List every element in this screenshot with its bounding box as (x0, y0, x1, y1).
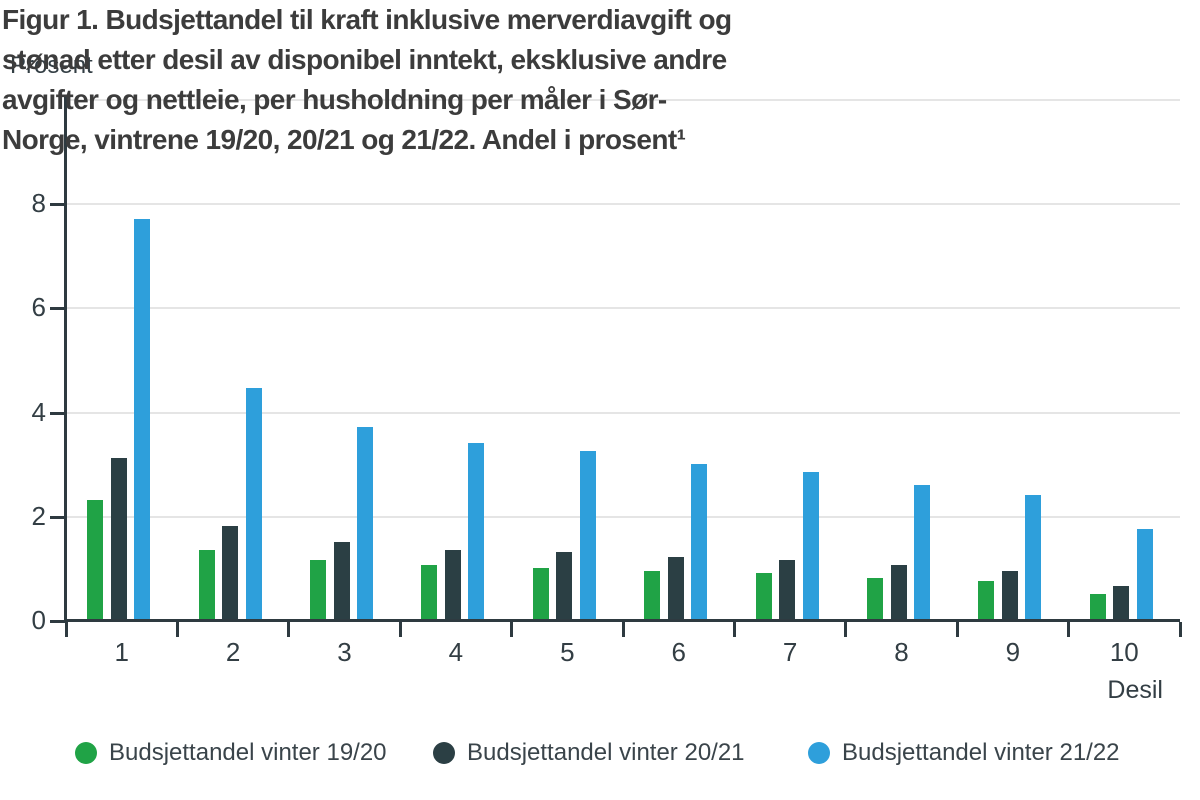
x-tick (510, 622, 514, 637)
x-tick (621, 622, 625, 637)
bar-desil10-series2 (1113, 586, 1130, 620)
bar-desil1-series1 (87, 500, 104, 620)
chart-title: Figur 1. Budsjettandel til kraft inklusi… (2, 0, 982, 160)
x-axis-title: Desil (1107, 676, 1163, 704)
x-tick (955, 622, 959, 637)
legend-dot (433, 742, 455, 764)
bar-desil5-series1 (532, 567, 549, 620)
bar-desil3-series3 (357, 427, 373, 620)
bar-desil7-series3 (802, 471, 819, 620)
y-tick (50, 515, 66, 519)
gridline (66, 307, 1180, 310)
x-tick (732, 622, 736, 637)
y-tick-label: 0 (31, 605, 46, 635)
bar-desil9-series1 (978, 580, 995, 620)
gridline (66, 411, 1180, 414)
bar-desil5-series3 (579, 450, 596, 620)
y-tick (50, 411, 66, 415)
chart-title-line: Norge, vintrene 19/20, 20/21 og 21/22. A… (2, 124, 686, 155)
x-axis-line (64, 619, 1180, 622)
x-tick-label: 6 (671, 637, 686, 667)
chart-title-line: avgifter og nettleie, per husholdning pe… (2, 84, 667, 115)
bar-desil7-series2 (779, 560, 796, 620)
bar-desil6-series2 (667, 557, 684, 620)
bar-desil1-series3 (134, 218, 151, 620)
bar-desil6-series3 (691, 463, 708, 620)
bar-desil1-series2 (110, 458, 127, 620)
chart-title-line: stønad etter desil av disponibel inntekt… (2, 44, 727, 75)
x-tick (1178, 622, 1182, 637)
y-axis-line (64, 95, 67, 622)
bar-desil4-series3 (468, 442, 485, 620)
x-tick-label: 4 (448, 637, 464, 667)
legend-item: Budsjettandel vinter 19/20 (75, 739, 387, 767)
x-tick (1067, 622, 1071, 637)
y-tick (50, 203, 66, 207)
bar-desil9-series2 (1001, 570, 1018, 620)
chart-title-line: Figur 1. Budsjettandel til kraft inklusi… (2, 4, 732, 35)
legend-item: Budsjettandel vinter 21/22 (808, 739, 1120, 767)
bar-desil3-series2 (333, 541, 350, 620)
x-tick-label: 1 (114, 637, 129, 667)
legend-label: Budsjettandel vinter 20/21 (467, 739, 745, 766)
y-tick-label: 6 (31, 292, 46, 323)
x-tick-label: 8 (894, 637, 909, 667)
gridline (66, 515, 1180, 518)
bar-desil4-series1 (421, 565, 438, 620)
x-tick (398, 622, 402, 637)
x-tick-label: 3 (337, 637, 352, 667)
x-tick-label: 5 (560, 637, 575, 667)
legend-item: Budsjettandel vinter 20/21 (433, 739, 745, 767)
bar-desil9-series3 (1025, 494, 1042, 620)
bar-desil8-series1 (867, 578, 883, 620)
gridline (66, 203, 1180, 206)
legend: Budsjettandel vinter 19/20 Budsjettandel … (0, 739, 1200, 769)
y-axis-title: Prosent (10, 52, 93, 79)
x-tick-label: 2 (225, 637, 241, 667)
bar-desil6-series1 (644, 570, 661, 620)
bar-desil2-series1 (198, 549, 215, 620)
x-tick (287, 622, 291, 637)
bar-desil7-series1 (755, 573, 772, 620)
x-tick (64, 622, 68, 637)
legend-dot (75, 742, 97, 764)
bar-desil10-series1 (1089, 593, 1106, 620)
bar-desil3-series1 (310, 560, 326, 620)
bar-desil10-series3 (1136, 528, 1153, 620)
legend-label: Budsjettandel vinter 19/20 (109, 739, 387, 766)
bar-desil2-series3 (245, 388, 262, 620)
y-tick-label: 4 (31, 396, 46, 427)
y-tick-label: 8 (31, 188, 46, 219)
bar-desil5-series2 (556, 552, 573, 620)
bar-desil4-series2 (444, 549, 461, 620)
y-tick-label: 2 (31, 500, 46, 531)
y-tick (50, 307, 66, 311)
bar-desil8-series2 (890, 565, 907, 620)
x-tick (175, 622, 179, 637)
x-tick-label: 10 (1109, 637, 1139, 667)
x-tick (844, 622, 848, 637)
y-tick (50, 620, 66, 623)
bar-desil8-series3 (914, 484, 930, 620)
bar-desil2-series2 (222, 526, 239, 620)
legend-dot (808, 742, 830, 764)
gridline (66, 99, 1180, 101)
x-tick-label: 7 (782, 637, 798, 667)
legend-label: Budsjettandel vinter 21/22 (842, 739, 1120, 766)
x-tick-label: 9 (1005, 637, 1021, 667)
